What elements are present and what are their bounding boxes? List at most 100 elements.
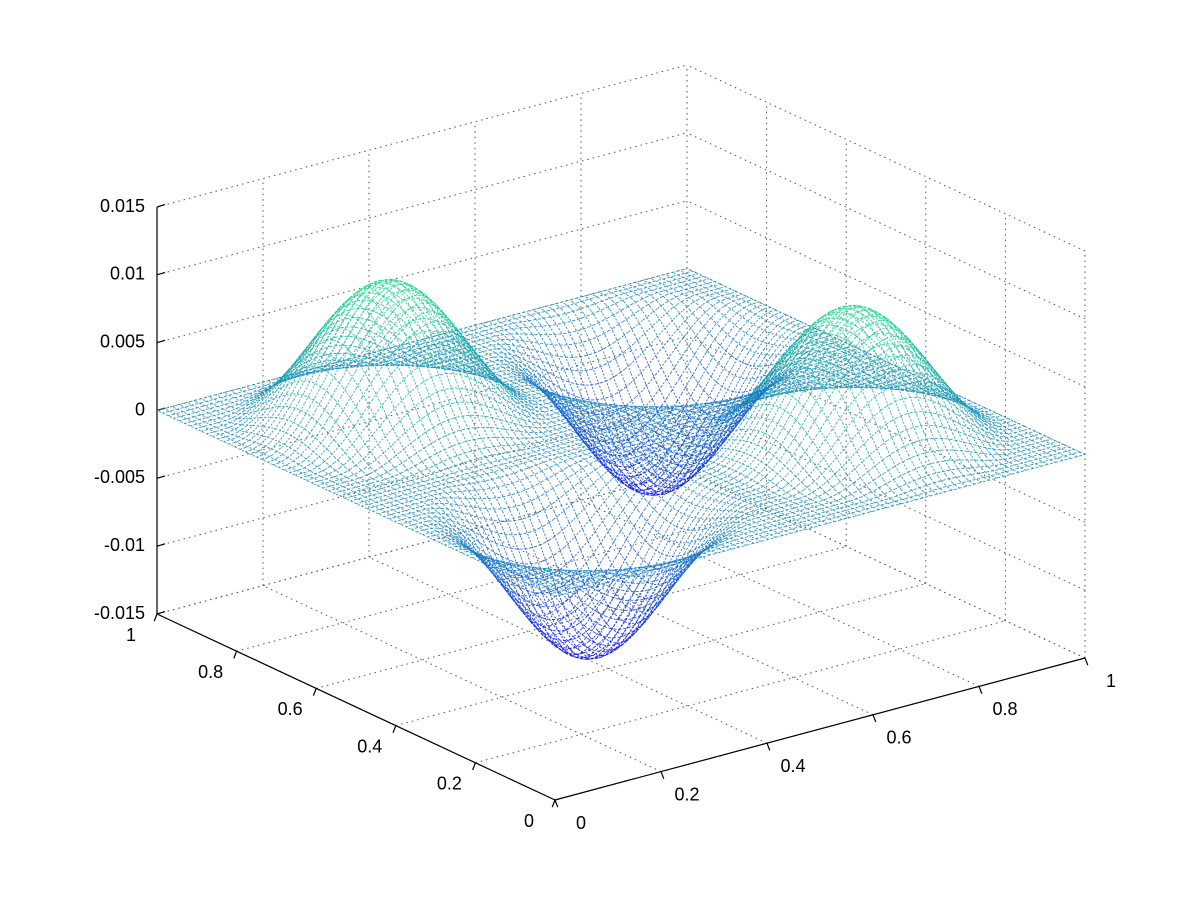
surface-segment <box>479 543 485 552</box>
surface-segment <box>371 360 376 369</box>
surface-segment <box>570 573 575 576</box>
surface-segment <box>407 499 412 503</box>
floor-grid-line <box>236 508 767 652</box>
surface-segment <box>385 500 390 504</box>
surface-segment <box>440 477 445 481</box>
surface-segment <box>422 461 427 467</box>
surface-segment <box>410 512 415 515</box>
surface-segment <box>413 524 418 528</box>
surface-segment <box>450 505 456 511</box>
surface-segment <box>461 520 467 527</box>
surface-segment <box>424 529 429 533</box>
surface-segment <box>236 447 241 450</box>
surface-segment <box>425 492 430 495</box>
surface-segment <box>342 344 347 349</box>
surface-segment <box>403 476 409 480</box>
surface-segment <box>392 476 398 480</box>
surface-segment <box>309 415 314 419</box>
surface-segment <box>585 604 590 610</box>
surface-segment <box>277 387 282 391</box>
back-wall-grid-line <box>156 200 688 344</box>
surface-segment <box>431 528 437 532</box>
surface-segment <box>432 501 437 506</box>
surface-segment <box>555 572 560 576</box>
surface-segment <box>342 386 347 393</box>
surface-segment <box>512 593 518 601</box>
surface-segment <box>411 480 416 483</box>
surface-segment <box>342 327 347 330</box>
surface-segment <box>334 487 339 491</box>
surface-segment <box>403 519 407 523</box>
surface-segment <box>428 505 433 509</box>
surface-segment <box>323 487 328 491</box>
surface-segment <box>461 502 467 509</box>
surface-segment <box>480 522 485 531</box>
surface-segment <box>479 534 485 542</box>
z-tick-mark <box>156 271 166 276</box>
surface-segment <box>523 576 527 578</box>
surface-segment <box>327 478 332 482</box>
surface-segment <box>193 405 198 409</box>
surface-segment <box>287 465 292 469</box>
surface-segment <box>283 444 288 447</box>
surface-segment <box>363 459 369 465</box>
surface-segment <box>262 401 267 404</box>
surface-segment <box>552 574 557 577</box>
surface-segment <box>549 639 554 643</box>
surface-segment <box>355 503 360 506</box>
surface-segment <box>569 576 574 579</box>
surface-segment <box>471 557 476 560</box>
surface-segment <box>272 464 277 467</box>
surface-segment <box>435 530 440 534</box>
surface-segment <box>442 531 448 535</box>
surface-segment <box>229 443 234 447</box>
surface-segment <box>182 416 187 420</box>
surface-segment <box>237 399 242 402</box>
surface-segment <box>562 570 567 573</box>
surface-segment <box>584 582 589 586</box>
surface-segment <box>204 426 208 430</box>
surface-segment <box>414 503 419 506</box>
surface-segment <box>442 543 447 547</box>
surface-segment <box>413 519 418 522</box>
surface-segment <box>527 617 532 621</box>
floor-grid-line <box>475 620 1006 764</box>
surface-segment <box>371 385 376 394</box>
surface-segment <box>276 428 281 431</box>
surface-segment <box>359 494 364 497</box>
surface-segment <box>290 472 295 476</box>
surface-segment <box>363 506 368 510</box>
surface-segment <box>468 551 473 554</box>
surface-segment <box>443 484 449 488</box>
surface-segment <box>494 571 499 579</box>
surface-segment <box>222 424 227 427</box>
surface-segment <box>342 430 347 436</box>
surface-segment <box>341 449 347 455</box>
surface-segment <box>334 492 339 496</box>
surface-segment <box>320 424 325 429</box>
surface-segment <box>283 469 288 472</box>
surface-segment <box>313 352 318 355</box>
surface-segment <box>388 502 393 505</box>
surface-segment <box>458 488 463 494</box>
surface-segment <box>360 343 366 350</box>
surface-segment <box>186 407 191 411</box>
surface-segment <box>287 457 292 460</box>
surface-segment <box>301 455 306 459</box>
surface-segment <box>400 473 405 478</box>
surface-segment <box>189 419 194 423</box>
surface-segment <box>265 454 270 458</box>
surface-segment <box>241 400 246 402</box>
surface-segment <box>255 397 260 400</box>
surface-segment <box>244 403 249 406</box>
surface-segment <box>182 405 187 409</box>
surface-segment <box>469 513 474 521</box>
surface-segment <box>443 522 448 527</box>
surface-segment <box>389 398 395 407</box>
surface-segment <box>519 594 524 597</box>
surface-segment <box>468 543 474 550</box>
surface-segment <box>222 435 227 438</box>
surface-segment <box>461 511 467 518</box>
surface-segment <box>541 602 546 605</box>
surface-segment <box>417 510 422 513</box>
